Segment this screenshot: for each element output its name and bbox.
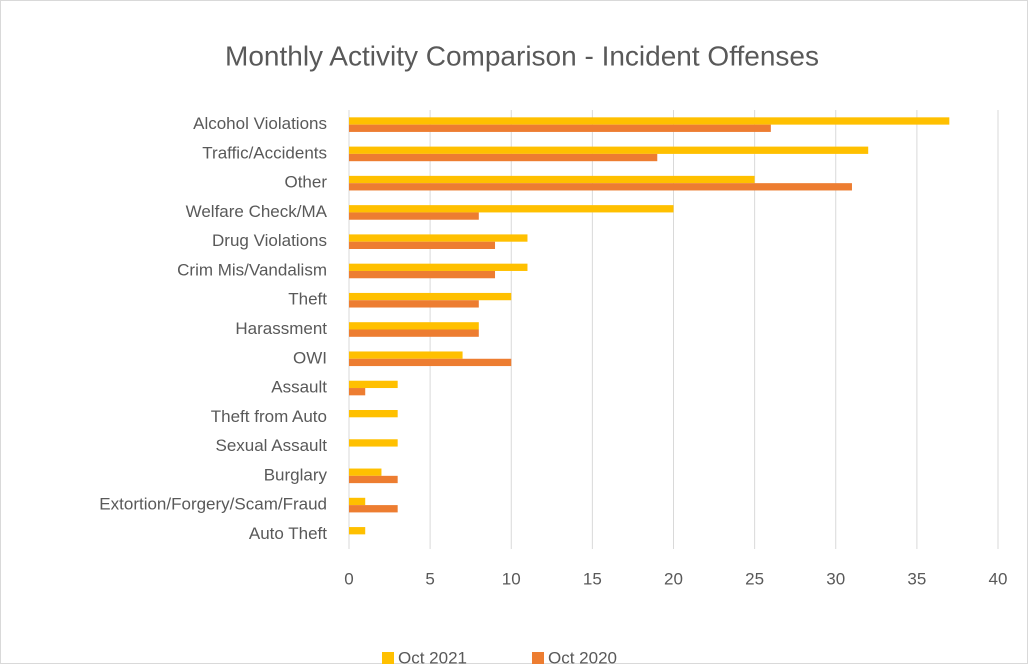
bar — [349, 183, 852, 191]
chart-title: Monthly Activity Comparison - Incident O… — [225, 40, 819, 71]
bar — [349, 205, 674, 213]
y-tick-label: Assault — [271, 378, 327, 397]
y-tick-label: Drug Violations — [212, 231, 327, 250]
y-tick-label: Other — [284, 173, 327, 192]
y-tick-label: Auto Theft — [249, 524, 327, 543]
legend-swatch — [382, 652, 394, 664]
bar — [349, 241, 496, 249]
x-tick-label: 0 — [344, 569, 353, 588]
x-tick-label: 25 — [745, 569, 764, 588]
bar — [349, 292, 512, 301]
bar — [349, 322, 479, 330]
y-tick-label: Crim Mis/Vandalism — [177, 260, 327, 279]
y-tick-label: Alcohol Violations — [193, 114, 327, 133]
bar — [349, 351, 463, 359]
bar — [349, 124, 771, 132]
bar — [349, 410, 398, 418]
x-tick-label: 15 — [583, 569, 602, 588]
bar — [349, 329, 479, 337]
y-tick-label: Sexual Assault — [215, 436, 327, 455]
bar — [349, 212, 479, 220]
x-tick-label: 20 — [664, 569, 683, 588]
bar — [349, 358, 512, 367]
y-tick-label: Theft — [288, 290, 327, 309]
legend-label: Oct 2021 — [398, 648, 467, 664]
x-tick-label: 5 — [425, 569, 434, 588]
x-tick-label: 30 — [826, 569, 845, 588]
bar — [349, 270, 496, 279]
x-tick-label: 40 — [989, 569, 1008, 588]
bar — [349, 527, 366, 535]
y-tick-label: Extortion/Forgery/Scam/Fraud — [99, 495, 327, 514]
bar — [349, 388, 366, 396]
x-tick-label: 35 — [907, 569, 926, 588]
bar — [349, 380, 398, 389]
bar — [349, 175, 755, 184]
bar — [349, 497, 366, 506]
bar — [349, 505, 398, 513]
y-tick-label: Welfare Check/MA — [186, 202, 328, 221]
bar — [349, 439, 398, 447]
bar — [349, 475, 398, 484]
y-tick-label: Theft from Auto — [211, 407, 327, 426]
y-tick-label: Traffic/Accidents — [202, 143, 327, 162]
bar — [349, 263, 528, 271]
bar — [349, 117, 950, 125]
legend-swatch — [532, 652, 544, 664]
y-tick-label: Harassment — [235, 319, 327, 338]
bar — [349, 234, 528, 242]
y-tick-label: OWI — [293, 348, 327, 367]
x-tick-label: 10 — [502, 569, 521, 588]
legend-label: Oct 2020 — [548, 648, 617, 664]
bar — [349, 146, 869, 154]
bar — [349, 300, 479, 308]
bar — [349, 153, 658, 162]
y-tick-label: Burglary — [264, 465, 328, 484]
bar — [349, 468, 382, 476]
